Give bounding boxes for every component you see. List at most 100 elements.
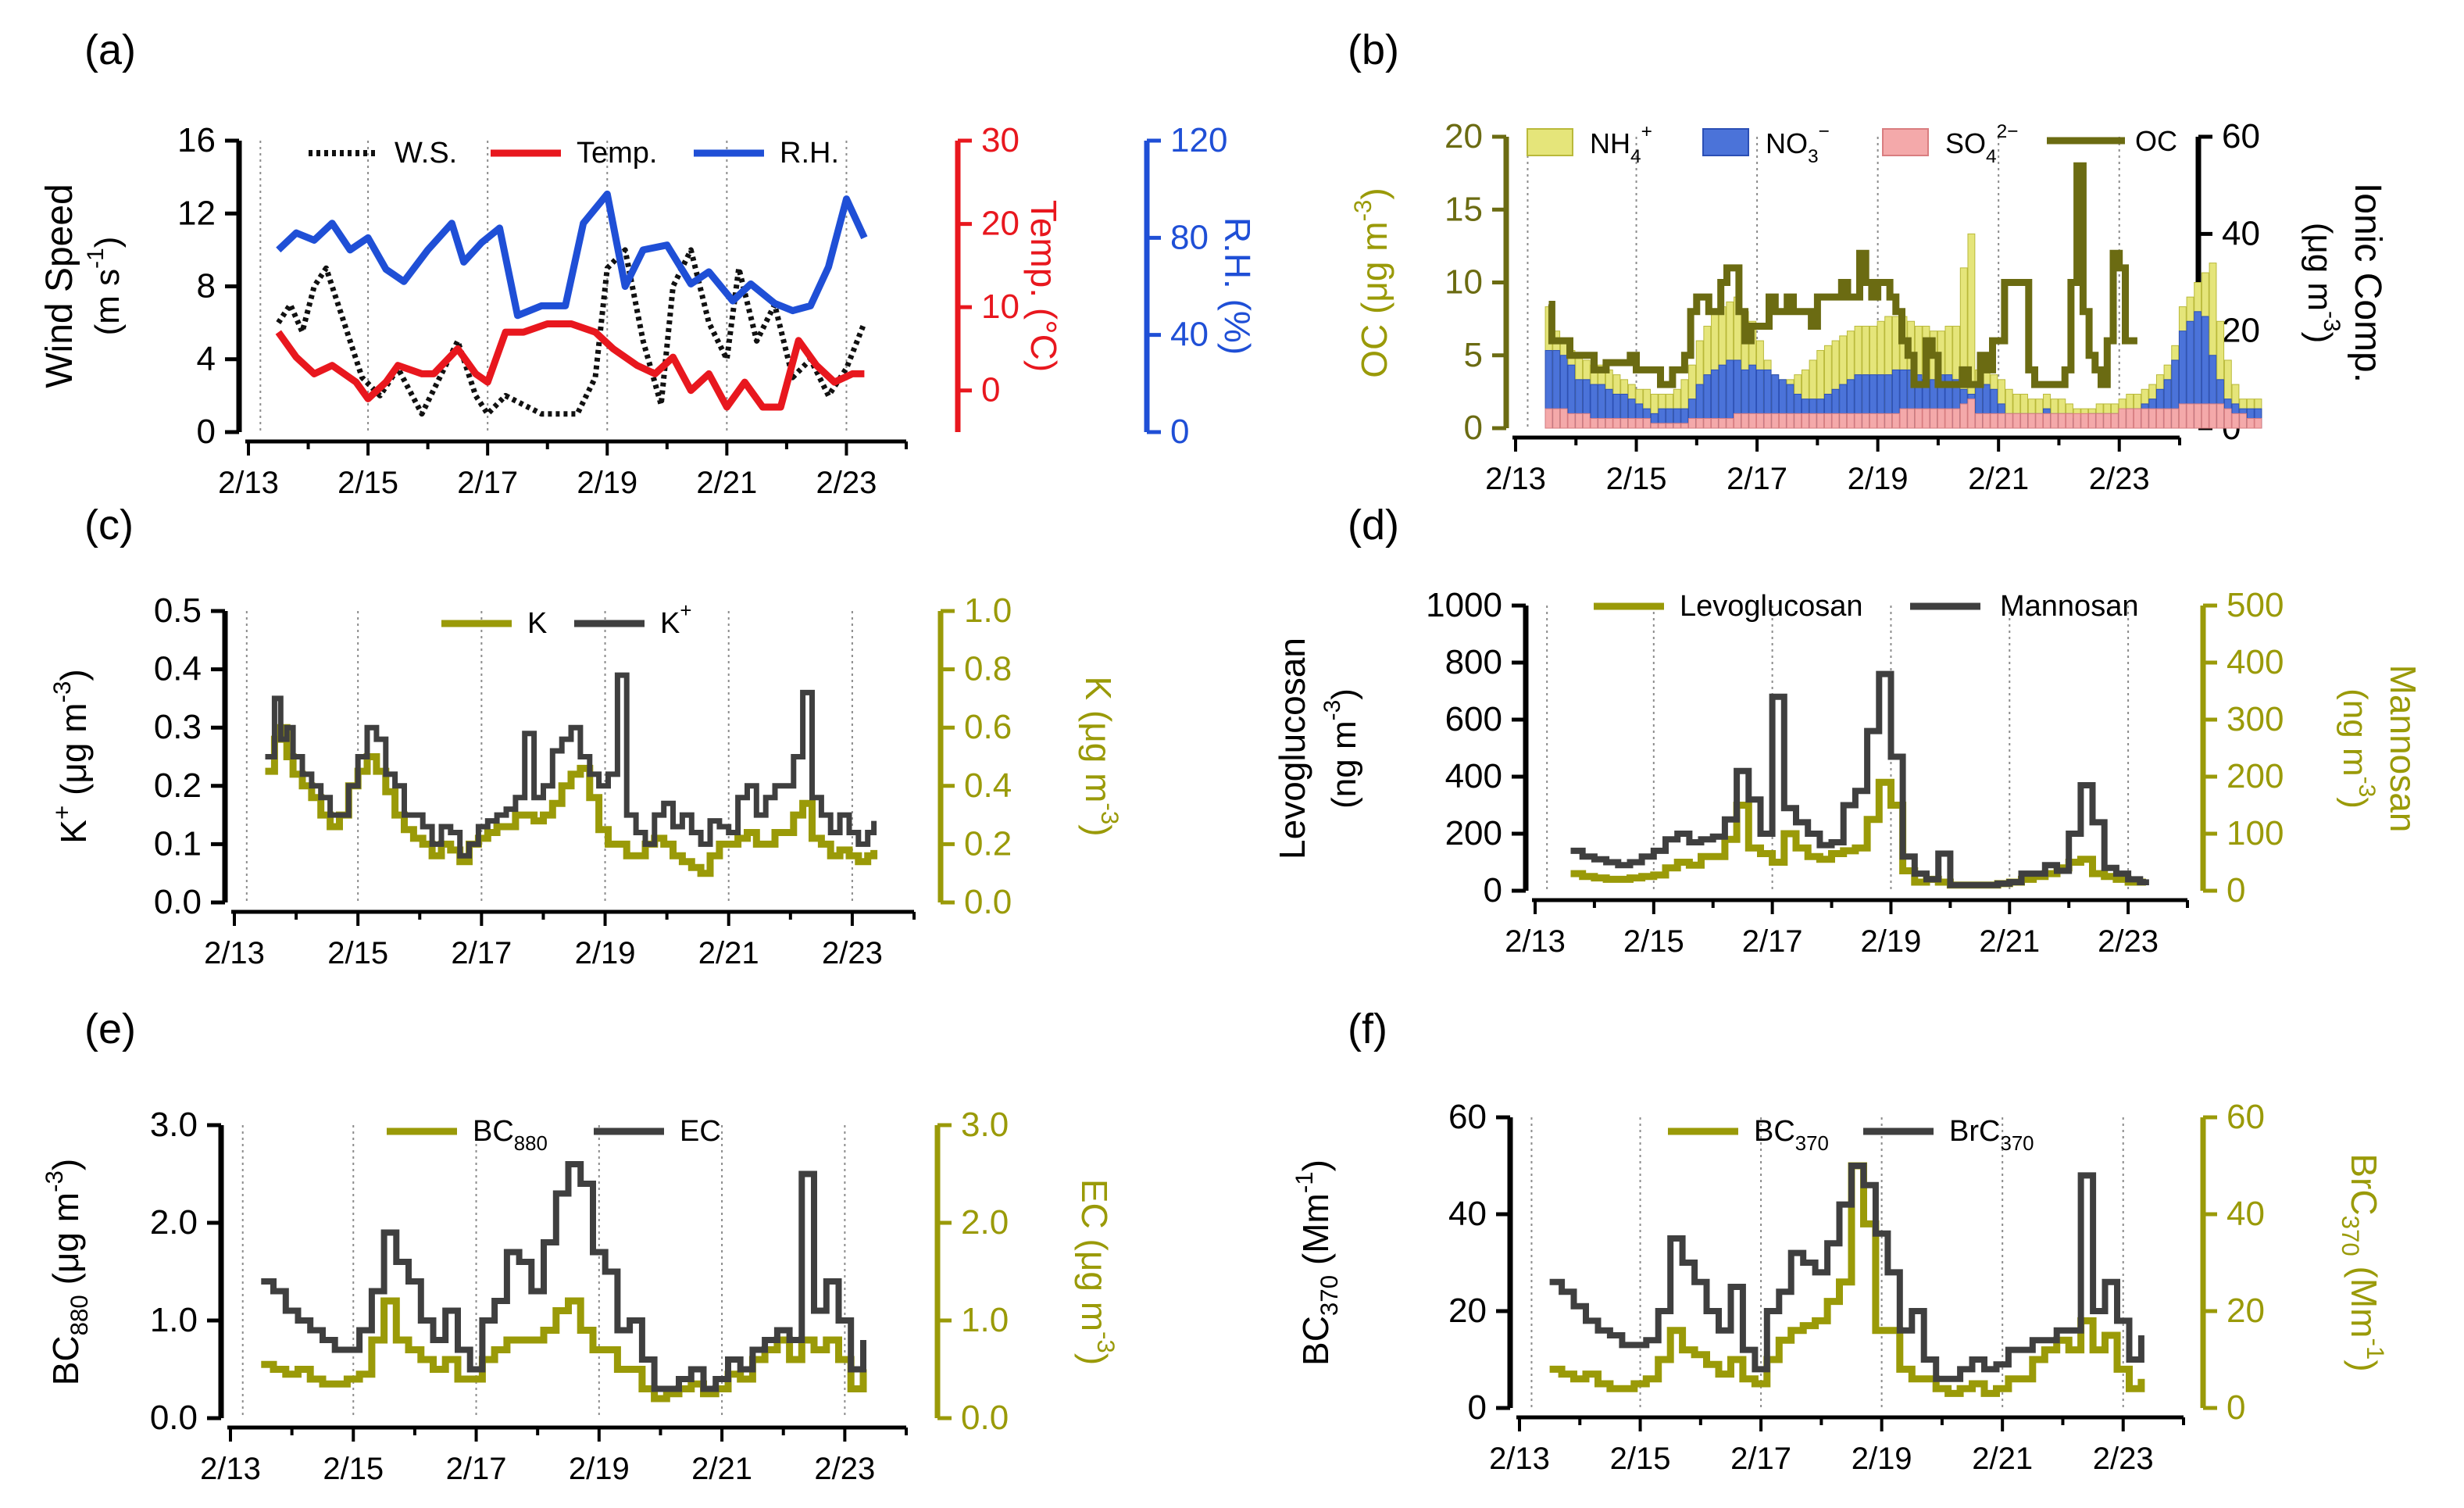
bar-so4 (2043, 413, 2051, 429)
bar-so4 (1748, 413, 1757, 429)
bar-so4 (2066, 413, 2073, 429)
bar-so4 (1982, 413, 1991, 429)
bar-so4 (2239, 413, 2248, 429)
right-axis-label: EC (μg m-3) (1074, 1179, 1120, 1365)
bar-so4 (2186, 403, 2194, 429)
legend-label: NH4+ (1590, 121, 1652, 167)
right-axis-label: R.H. (%) (1217, 217, 1258, 355)
bar-so4 (1598, 418, 1606, 429)
label-part: ) (1078, 824, 1119, 836)
bar-so4 (2095, 413, 2104, 429)
y-axis-label: BC880 (μg m-3) (41, 1159, 93, 1386)
right-tick-label: 0.0 (964, 883, 1012, 921)
label-part: -3 (1096, 802, 1123, 824)
x-tick-label: 2/17 (1727, 462, 1787, 496)
bar-so4 (2118, 408, 2127, 429)
legend-label: BrC370 (1949, 1115, 2034, 1155)
left-tick-label: 20 (1444, 117, 1483, 155)
x-tick-label: 2/15 (327, 936, 388, 970)
left-tick-label: 0 (1468, 1388, 1487, 1427)
bar-so4 (2080, 413, 2089, 429)
right-tick-label: 120 (1170, 121, 1227, 159)
bar-so4 (2126, 408, 2134, 429)
label-part: ) (1325, 688, 1363, 700)
right-tick-label: 500 (2227, 586, 2284, 624)
label-part: BC (45, 1335, 86, 1385)
bar-so4 (2020, 413, 2028, 429)
x-tick-label: 2/19 (1852, 1442, 1912, 1476)
x-tick-label: 2/15 (337, 466, 398, 500)
left-tick-label: 0.1 (154, 824, 202, 863)
label-part: (Mm (1295, 1193, 1336, 1275)
right-tick-label: 20 (981, 205, 1020, 243)
bar-so4 (2178, 403, 2187, 429)
x-tick-label: 2/15 (323, 1452, 384, 1486)
x-tick-label: 2/15 (1623, 924, 1684, 959)
right-tick-label: 10 (981, 288, 1020, 326)
bar-so4 (1605, 418, 1613, 429)
x-tick-label: 2/17 (457, 466, 518, 500)
bar-so4 (1914, 408, 1923, 429)
x-tick-label: 2/19 (577, 466, 637, 500)
bar-so4 (2155, 408, 2164, 429)
right-axis-label: Ionic Comp. (2347, 183, 2388, 383)
bar-so4 (1862, 413, 1870, 429)
right-axis-label: (ng m-3) (2336, 688, 2380, 809)
x-tick-label: 2/19 (575, 936, 636, 970)
bar-so4 (2035, 413, 2044, 429)
right-tick-label: 0 (2227, 1388, 2245, 1427)
x-tick-label: 2/13 (1489, 1442, 1550, 1476)
label-part: BC (473, 1115, 514, 1148)
label-part: ) (88, 237, 127, 248)
bar-so4 (1763, 413, 1772, 429)
legend-label: Mannosan (2000, 590, 2138, 623)
bar-so4 (1998, 413, 2005, 429)
bar-so4 (1975, 413, 1984, 429)
x-tick-label: 2/21 (691, 1452, 752, 1486)
label-part: (ng m (1325, 720, 1363, 808)
legend-label: Levoglucosan (1680, 590, 1863, 623)
left-tick-label: 200 (1445, 814, 1502, 852)
bar-so4 (1801, 413, 1809, 429)
label-part: 880 (66, 1295, 93, 1335)
label-part: 4 (1630, 146, 1641, 167)
x-tick-label: 2/17 (1730, 1442, 1791, 1476)
label-part: ) (2344, 1360, 2384, 1371)
bar-so4 (1778, 413, 1787, 429)
right-tick-label: 0 (1170, 413, 1189, 451)
left-tick-label: 16 (177, 121, 216, 159)
x-tick-label: 2/23 (822, 936, 883, 970)
y-axis-label: (ng m-3) (1319, 688, 1363, 809)
bar-so4 (2050, 413, 2059, 429)
right-tick-label: 3.0 (961, 1106, 1009, 1144)
label-part: K (μg m (1078, 676, 1119, 802)
bar-so4 (1552, 408, 1561, 429)
y-axis-label: K+ (μg m-3) (48, 669, 94, 843)
bar-so4 (1771, 413, 1780, 429)
x-tick-label: 2/23 (2089, 462, 2150, 496)
label-part: ) (53, 669, 94, 681)
left-tick-label: 0.3 (154, 708, 202, 746)
series-line-ec (261, 1161, 866, 1392)
bar-no3 (1726, 359, 1734, 429)
x-tick-label: 2/21 (1979, 924, 2040, 959)
x-tick-label: 2/15 (1606, 462, 1667, 496)
label-part: + (680, 600, 691, 622)
x-tick-label: 2/13 (1485, 462, 1546, 496)
x-tick-label: 2/23 (814, 1452, 875, 1486)
right-axis-label: BrC370 (Mm-1) (2337, 1153, 2389, 1371)
legend-label: Temp. (577, 137, 657, 170)
bar-so4 (1711, 418, 1719, 429)
label-part: -3 (1092, 1331, 1120, 1353)
right-tick-label: 0.4 (964, 767, 1012, 805)
bar-so4 (1944, 408, 1953, 429)
x-tick-label: 2/13 (204, 936, 265, 970)
bar-so4 (1635, 418, 1644, 429)
left-tick-label: 1.0 (150, 1301, 198, 1339)
right-axis-label: K (μg m-3) (1078, 676, 1123, 836)
label-part: 4 (1986, 146, 1997, 167)
right-tick-label: 300 (2227, 700, 2284, 738)
y-axis-label: (m s-1) (83, 237, 127, 336)
right-tick-label: 40 (1170, 316, 1209, 354)
label-part: (m s (88, 269, 127, 336)
